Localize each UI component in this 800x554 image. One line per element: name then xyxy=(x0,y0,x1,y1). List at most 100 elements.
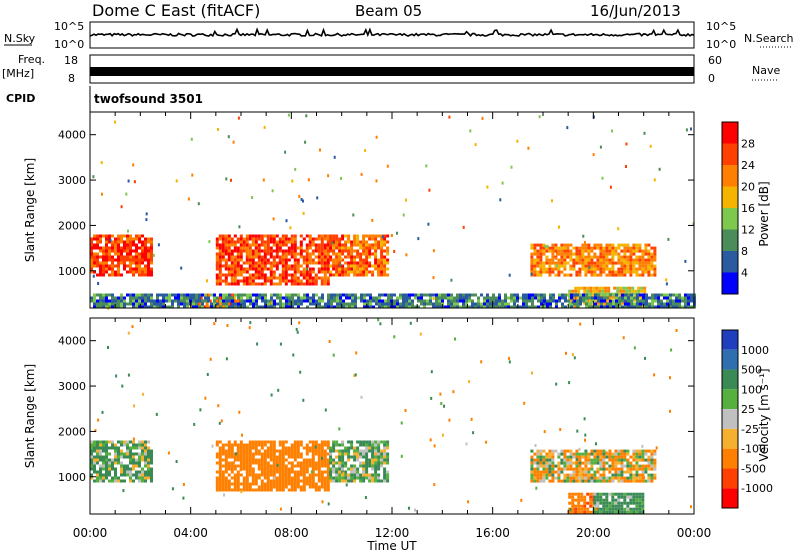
velocity-cell-3 xyxy=(551,476,555,480)
velocity-cell-0 xyxy=(129,440,132,444)
velocity-cell-0 xyxy=(144,446,147,450)
velocity-cell-1 xyxy=(278,488,282,492)
power-cell-1 xyxy=(227,240,231,244)
power-cell-1 xyxy=(281,267,285,271)
power-cell-6 xyxy=(561,302,564,306)
velocity-cell-1 xyxy=(254,488,258,492)
power-cell-6 xyxy=(540,305,543,309)
velocity-cell-3 xyxy=(563,473,567,477)
velocity-cell-5 xyxy=(626,492,630,496)
velocity-cell-1 xyxy=(266,452,270,456)
power-cell-6 xyxy=(96,293,99,297)
velocity-cell-1 xyxy=(317,464,321,468)
velocity-cell-1 xyxy=(269,479,273,483)
velocity-cell-1 xyxy=(251,473,255,477)
velocity-cell-1 xyxy=(257,488,261,492)
velocity-cell-2 xyxy=(368,440,372,444)
velocity-cell-0 xyxy=(90,455,93,459)
power-cell-6 xyxy=(486,302,489,306)
power-cell-1 xyxy=(317,243,321,247)
power-cell-2 xyxy=(350,246,354,250)
power-cell-6 xyxy=(543,296,546,300)
velocity-cell-5 xyxy=(605,510,609,514)
power-speck xyxy=(145,218,148,222)
velocity-cell-2 xyxy=(362,461,366,465)
power-cell-6 xyxy=(339,299,342,303)
velocity-cell-1 xyxy=(311,467,315,471)
power-cell-4 xyxy=(602,267,606,271)
velocity-cell-0 xyxy=(147,467,150,471)
power-cell-4 xyxy=(566,273,570,277)
velocity-cell-1 xyxy=(227,464,231,468)
velocity-cell-3 xyxy=(563,476,567,480)
power-cell-6 xyxy=(363,305,366,309)
power-cell-6 xyxy=(162,296,165,300)
velocity-cell-1 xyxy=(266,473,270,477)
power-cell-2 xyxy=(380,273,384,277)
velocity-cell-3 xyxy=(572,476,576,480)
power-cell-4 xyxy=(641,267,645,271)
velocity-cell-3 xyxy=(572,455,576,459)
velocity-speck xyxy=(580,474,583,478)
cpid-panel: CPID twofsound 3501 xyxy=(6,86,203,112)
power-cell-6 xyxy=(426,302,429,306)
velocity-cell-3 xyxy=(626,452,630,456)
power-cell-0 xyxy=(93,234,96,238)
velocity-cell-1 xyxy=(239,446,243,450)
power-cell-1 xyxy=(215,237,219,241)
velocity-cell-1 xyxy=(245,479,249,483)
velocity-speck xyxy=(209,357,212,361)
power-cell-4 xyxy=(557,264,561,268)
power-cell-1 xyxy=(326,258,330,262)
velocity-cell-0 xyxy=(144,449,147,453)
power-cell-0 xyxy=(90,240,93,244)
velocity-cell-0 xyxy=(138,440,141,444)
velocity-speck xyxy=(342,471,345,475)
power-cell-5 xyxy=(622,286,626,290)
velocity-cell-0 xyxy=(93,440,96,444)
power-cell-6 xyxy=(642,293,645,297)
velocity-cell-1 xyxy=(275,458,279,462)
velocity-cell-1 xyxy=(245,449,249,453)
velocity-cell-3 xyxy=(581,476,585,480)
power-cell-6 xyxy=(228,293,231,297)
velocity-cell-3 xyxy=(557,467,561,471)
velocity-cell-1 xyxy=(245,485,249,489)
nsky-panel: N.Sky 10^5 10^0 10^5 10^0 N.Search xyxy=(4,20,794,51)
velocity-cell-3 xyxy=(599,473,603,477)
velocity-cell-0 xyxy=(96,452,99,456)
velocity-cell-1 xyxy=(272,455,276,459)
power-cell-6 xyxy=(207,299,210,303)
power-cell-6 xyxy=(411,293,414,297)
velocity-cell-2 xyxy=(347,467,351,471)
velocity-cell-1 xyxy=(257,440,261,444)
velocity-cell-1 xyxy=(260,479,264,483)
power-cell-4 xyxy=(563,255,567,259)
velocity-cell-1 xyxy=(266,476,270,480)
power-cell-6 xyxy=(102,296,105,300)
power-cell-6 xyxy=(162,305,165,309)
power-cell-0 xyxy=(123,267,126,271)
velocity-cell-1 xyxy=(320,443,324,447)
power-cell-1 xyxy=(230,267,234,271)
velocity-cell-0 xyxy=(135,458,138,462)
power-cell-1 xyxy=(323,252,327,256)
velocity-cell-1 xyxy=(269,458,273,462)
velocity-speck xyxy=(472,431,475,435)
velocity-speck xyxy=(523,401,526,405)
velocity-cell-1 xyxy=(293,440,297,444)
velocity-cell-3 xyxy=(617,479,621,483)
velocity-cell-0 xyxy=(102,455,105,459)
power-cell-1 xyxy=(263,261,267,265)
velocity-cell-1 xyxy=(311,446,315,450)
power-cell-1 xyxy=(254,282,258,286)
power-cell-4 xyxy=(599,264,603,268)
velocity-cell-1 xyxy=(287,479,291,483)
power-cell-6 xyxy=(153,305,156,309)
velocity-cell-3 xyxy=(620,467,624,471)
velocity-cell-3 xyxy=(563,449,567,453)
power-cell-6 xyxy=(186,302,189,306)
velocity-speck xyxy=(142,392,145,396)
power-cell-4 xyxy=(635,267,639,271)
power-cell-6 xyxy=(411,302,414,306)
